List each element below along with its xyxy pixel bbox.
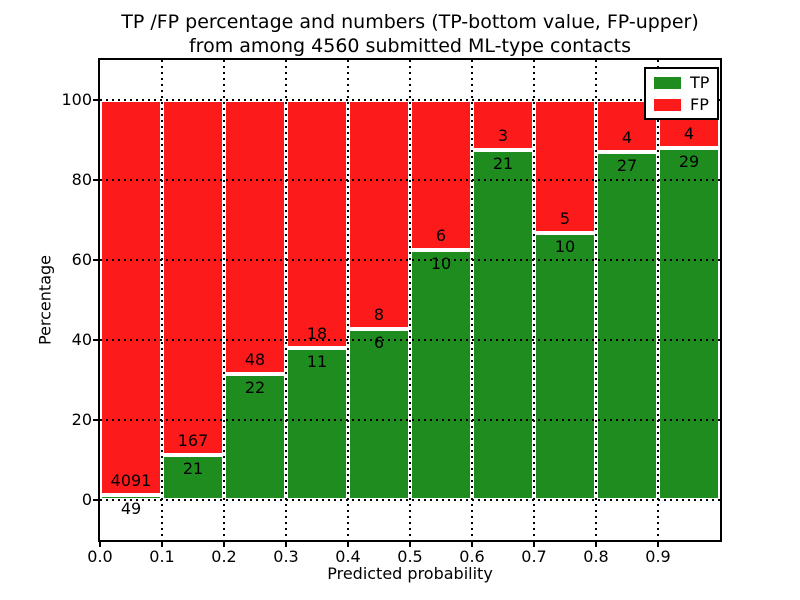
bar-label-fp: 4: [621, 127, 633, 147]
bar-segment-tp: [472, 150, 534, 500]
x-tick-label: 0.5: [397, 547, 423, 566]
bar-label-tp: 21: [492, 154, 514, 173]
bar-segment-fp: [224, 100, 286, 375]
bar-label-fp: 4091: [110, 471, 152, 491]
bar-label-tp: 21: [182, 459, 204, 479]
x-axis-tick: [99, 542, 101, 547]
gridline-vertical: [161, 60, 163, 540]
x-axis-tick: [409, 542, 411, 547]
bar-label-tp: 11: [306, 352, 328, 372]
legend-entry-fp: FP: [654, 96, 709, 113]
bar-segment-fp: [348, 100, 410, 329]
bar-label-fp: 48: [244, 350, 266, 370]
x-tick-label: 0.1: [149, 547, 175, 566]
y-tick-label: 0: [81, 490, 92, 509]
x-tick-label: 0.2: [211, 547, 237, 566]
y-tick-label: 40: [71, 330, 92, 349]
x-tick-label: 0.7: [521, 547, 547, 566]
gridline-vertical: [657, 60, 659, 540]
x-tick-label: 0.3: [273, 547, 299, 566]
y-axis-tick: [93, 419, 98, 421]
bar-segment-tp: [596, 151, 658, 500]
x-axis-tick: [161, 542, 163, 547]
bar-label-fp: 5: [559, 209, 571, 229]
chart-title-line1: TP /FP percentage and numbers (TP-bottom…: [121, 11, 699, 33]
y-tick-label: 20: [71, 410, 92, 429]
chart-title: TP /FP percentage and numbers (TP-bottom…: [100, 10, 720, 58]
bar-segment-fp: [162, 100, 224, 456]
bar-label-tp: 49: [120, 499, 142, 519]
y-tick-label: 100: [61, 90, 92, 109]
x-axis-tick: [471, 542, 473, 547]
bar-label-fp: 4: [683, 124, 695, 144]
legend-label-fp: FP: [690, 95, 709, 114]
x-tick-label: 0.4: [335, 547, 361, 566]
y-axis-tick: [93, 259, 98, 261]
x-axis-tick: [657, 542, 659, 547]
bar-label-tp: 10: [430, 254, 452, 273]
legend-entry-tp: TP: [654, 74, 709, 91]
y-tick-label: 60: [71, 250, 92, 269]
x-tick-label: 0.6: [459, 547, 485, 566]
bar-segment-fp: [286, 100, 348, 349]
bar-label-tp: 27: [616, 155, 638, 175]
gridline-vertical: [533, 60, 535, 540]
x-axis-tick: [347, 542, 349, 547]
bar-segment-tp: [348, 328, 410, 500]
gridline-vertical: [285, 60, 287, 540]
gridline-vertical: [347, 60, 349, 540]
bar-label-tp: 10: [554, 237, 576, 257]
y-axis-tick: [93, 99, 98, 101]
bar-label-fp: 3: [497, 126, 509, 145]
bar-segment-tp: [410, 250, 472, 500]
x-axis-tick: [223, 542, 225, 547]
y-axis-tick: [93, 179, 98, 181]
x-tick-label: 0.8: [583, 547, 609, 566]
gridline-vertical: [223, 60, 225, 540]
bar-label-tp: 29: [678, 152, 700, 172]
bar-label-fp: 6: [435, 226, 447, 245]
x-axis-tick: [533, 542, 535, 547]
bar-segment-tp: [658, 148, 720, 500]
x-tick-label: 0.9: [645, 547, 671, 566]
bar-label-tp: 22: [244, 378, 266, 398]
legend: TP FP: [644, 67, 720, 120]
gridline-vertical: [595, 60, 597, 540]
y-axis-tick: [93, 339, 98, 341]
bar-segment-fp: [534, 100, 596, 234]
bar-label-fp: 167: [177, 431, 209, 451]
y-tick-label: 80: [71, 170, 92, 189]
bar-segment-fp: [410, 100, 472, 250]
bar-label-tp: 6: [373, 332, 385, 352]
y-axis-tick: [93, 499, 98, 501]
gridline-vertical: [409, 60, 411, 540]
bar-segment-fp: [100, 100, 162, 496]
x-axis-label: Predicted probability: [327, 564, 493, 583]
gridline-vertical: [471, 60, 473, 540]
chart-title-line2: from among 4560 submitted ML-type contac…: [188, 35, 632, 57]
bar-segment-tp: [286, 348, 348, 500]
x-tick-label: 0.0: [87, 547, 113, 566]
legend-swatch-tp: [654, 76, 681, 89]
legend-label-tp: TP: [690, 73, 710, 92]
x-axis-tick: [285, 542, 287, 547]
x-axis-tick: [595, 542, 597, 547]
legend-swatch-fp: [654, 98, 681, 111]
bar-label-fp: 18: [306, 324, 328, 344]
bar-segment-tp: [534, 233, 596, 500]
bar-label-fp: 8: [373, 304, 385, 324]
